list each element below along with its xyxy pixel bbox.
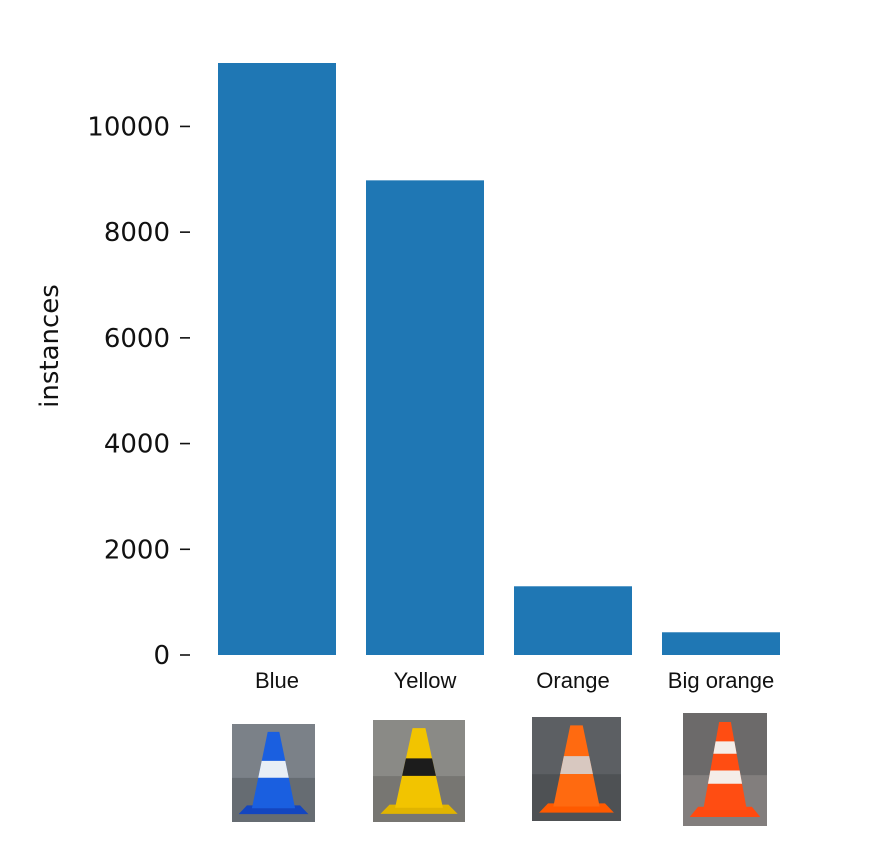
x-axis-labels: Blue Yellow Orange Big orange — [255, 668, 774, 693]
bar-blue — [218, 63, 336, 655]
y-tick-label: 6000 — [104, 324, 170, 354]
bar-big-orange — [662, 632, 780, 655]
bar-orange — [514, 586, 632, 655]
y-tick-label: 2000 — [104, 535, 170, 565]
y-tick-label: 10000 — [87, 112, 170, 142]
category-label: Big orange — [668, 668, 774, 693]
category-label: Yellow — [394, 668, 457, 693]
y-tick-label: 4000 — [104, 430, 170, 460]
blue-cone-image — [232, 724, 315, 822]
bars — [218, 63, 780, 656]
cone-thumbnails — [232, 713, 767, 826]
bar-yellow — [366, 180, 484, 656]
category-label: Orange — [536, 668, 609, 693]
y-tick-label: 8000 — [104, 218, 170, 248]
category-label: Blue — [255, 668, 299, 693]
y-tick-label: 0 — [153, 641, 170, 671]
yellow-cone-image — [373, 720, 465, 822]
y-axis-label: instances — [35, 284, 65, 408]
big-orange-cone-image — [683, 713, 767, 826]
orange-cone-image — [532, 717, 621, 821]
y-axis: 0 2000 4000 6000 8000 10000 — [87, 112, 190, 671]
